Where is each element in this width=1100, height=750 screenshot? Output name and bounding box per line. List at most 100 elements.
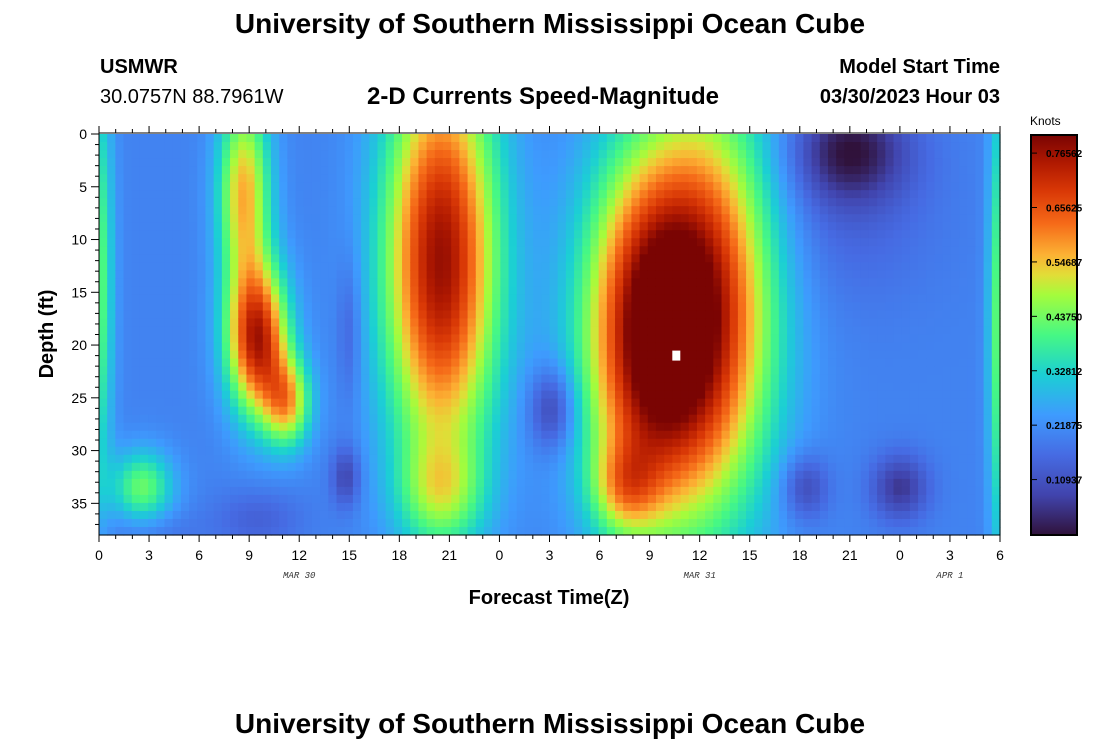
heatmap-cell	[705, 158, 714, 167]
heatmap-cell	[688, 150, 698, 159]
heatmap-cell	[115, 230, 125, 239]
heatmap-cell	[172, 174, 182, 183]
heatmap-cell	[344, 230, 354, 239]
heatmap-cell	[352, 438, 362, 448]
heatmap-cell	[713, 230, 723, 239]
heatmap-cell	[672, 182, 682, 191]
heatmap-cell	[328, 278, 338, 287]
heatmap-cell	[139, 486, 149, 496]
heatmap-cell	[541, 150, 551, 159]
heatmap-cell	[524, 462, 534, 472]
heatmap-cell	[303, 334, 313, 344]
heatmap-cell	[778, 342, 788, 352]
heatmap-cell	[623, 278, 633, 287]
heatmap-cell	[606, 150, 616, 159]
heatmap-cell	[754, 302, 764, 312]
heatmap-cell	[205, 262, 215, 271]
heatmap-cell	[647, 510, 657, 520]
heatmap-cell	[803, 310, 813, 320]
heatmap-cell	[680, 134, 690, 143]
heatmap-cell	[156, 238, 166, 247]
heatmap-cell	[99, 494, 108, 504]
heatmap-cell	[631, 334, 641, 344]
heatmap-cell	[467, 302, 477, 312]
heatmap-cell	[230, 190, 239, 199]
heatmap-cell	[565, 326, 575, 336]
heatmap-cell	[827, 182, 837, 191]
heatmap-cell	[762, 190, 772, 199]
heatmap-cell	[123, 158, 133, 167]
heatmap-cell	[893, 230, 903, 239]
heatmap-cell	[770, 438, 780, 448]
heatmap-cell	[230, 166, 239, 175]
heatmap-cell	[107, 414, 116, 424]
heatmap-cell	[238, 246, 248, 255]
heatmap-cell	[434, 358, 444, 368]
heatmap-cell	[819, 414, 829, 424]
heatmap-cell	[770, 134, 780, 143]
heatmap-cell	[467, 230, 477, 239]
heatmap-cell	[631, 270, 641, 279]
heatmap-cell	[221, 190, 231, 199]
heatmap-cell	[385, 318, 395, 328]
heatmap-cell	[696, 238, 706, 247]
heatmap-cell	[303, 198, 313, 207]
heatmap-cell	[574, 222, 583, 231]
heatmap-cell	[762, 174, 772, 183]
heatmap-cell	[500, 302, 510, 312]
heatmap-cell	[238, 182, 248, 191]
heatmap-cell	[385, 294, 395, 304]
heatmap-cell	[385, 454, 395, 464]
heatmap-cell	[729, 190, 739, 199]
heatmap-cell	[877, 158, 886, 167]
heatmap-cell	[434, 366, 444, 376]
heatmap-cell	[615, 198, 624, 207]
heatmap-cell	[238, 510, 248, 520]
heatmap-cell	[213, 518, 223, 528]
heatmap-cell	[844, 430, 854, 440]
heatmap-cell	[754, 510, 764, 520]
heatmap-cell	[107, 510, 116, 520]
heatmap-cell	[361, 374, 370, 384]
heatmap-cell	[811, 366, 821, 376]
heatmap-cell	[762, 398, 772, 408]
heatmap-cell	[336, 190, 346, 199]
heatmap-cell	[721, 446, 731, 456]
heatmap-cell	[615, 454, 624, 464]
heatmap-cell	[99, 342, 108, 352]
heatmap-cell	[778, 206, 788, 215]
heatmap-cell	[369, 262, 379, 271]
heatmap-cell	[279, 438, 288, 448]
heatmap-cell	[189, 270, 198, 279]
heatmap-cell	[426, 302, 436, 312]
heatmap-cell	[221, 350, 231, 360]
heatmap-cell	[795, 310, 805, 320]
heatmap-cell	[713, 494, 723, 504]
heatmap-cell	[385, 302, 395, 312]
heatmap-cell	[574, 166, 583, 175]
heatmap-cell	[238, 230, 248, 239]
heatmap-cell	[688, 182, 698, 191]
heatmap-cell	[459, 446, 469, 456]
heatmap-cell	[443, 382, 452, 392]
heatmap-cell	[737, 150, 747, 159]
heatmap-cell	[271, 302, 280, 312]
heatmap-cell	[868, 462, 878, 472]
heatmap-cell	[574, 294, 583, 304]
heatmap-cell	[524, 510, 534, 520]
heatmap-cell	[123, 294, 133, 304]
heatmap-cell	[123, 350, 133, 360]
heatmap-cell	[164, 406, 174, 416]
heatmap-cell	[467, 286, 477, 295]
heatmap-cell	[565, 222, 575, 231]
heatmap-cell	[369, 438, 379, 448]
heatmap-cell	[541, 206, 551, 215]
heatmap-cell	[402, 222, 411, 231]
heatmap-cell	[164, 430, 174, 440]
heatmap-cell	[262, 286, 272, 295]
heatmap-cell	[762, 326, 772, 336]
heatmap-cell	[541, 510, 551, 520]
heatmap-cell	[770, 294, 780, 304]
heatmap-cell	[393, 526, 403, 536]
heatmap-cell	[549, 278, 559, 287]
